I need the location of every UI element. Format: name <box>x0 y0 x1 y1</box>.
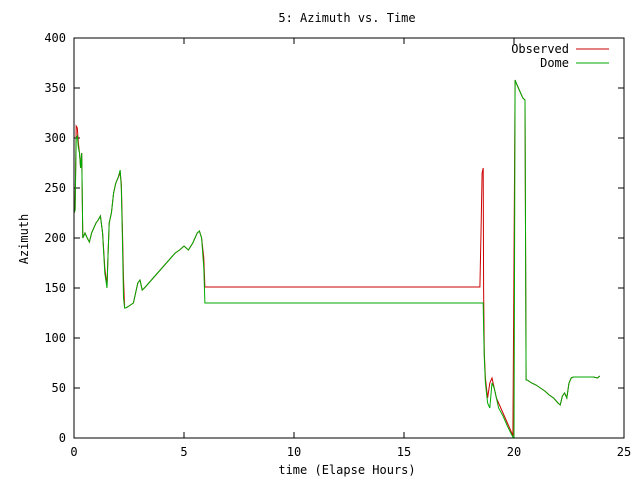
y-tick-label: 400 <box>44 31 66 45</box>
plot-frame <box>73 37 625 439</box>
legend-label-observed: Observed <box>511 42 569 56</box>
y-tick-label: 300 <box>44 131 66 145</box>
y-tick-label: 250 <box>44 181 66 195</box>
x-tick-label: 10 <box>287 445 301 459</box>
series-line-dome <box>73 79 601 438</box>
y-tick-label: 50 <box>52 381 66 395</box>
y-tick-label: 100 <box>44 331 66 345</box>
legend-label-dome: Dome <box>540 56 569 70</box>
y-tick-label: 0 <box>59 431 66 445</box>
y-axis-label: Azimuth <box>17 214 31 265</box>
x-tick-label: 15 <box>397 445 411 459</box>
y-tick-label: 350 <box>44 81 66 95</box>
series-lines <box>73 79 601 438</box>
x-tick-label: 0 <box>70 445 77 459</box>
y-tick-label: 200 <box>44 231 66 245</box>
y-tick-label: 150 <box>44 281 66 295</box>
x-tick-label: 25 <box>617 445 631 459</box>
x-axis-label: time (Elapse Hours) <box>278 463 415 477</box>
x-tick-label: 20 <box>507 445 521 459</box>
x-tick-label: 5 <box>180 445 187 459</box>
chart-title: 5: Azimuth vs. Time <box>278 11 415 25</box>
